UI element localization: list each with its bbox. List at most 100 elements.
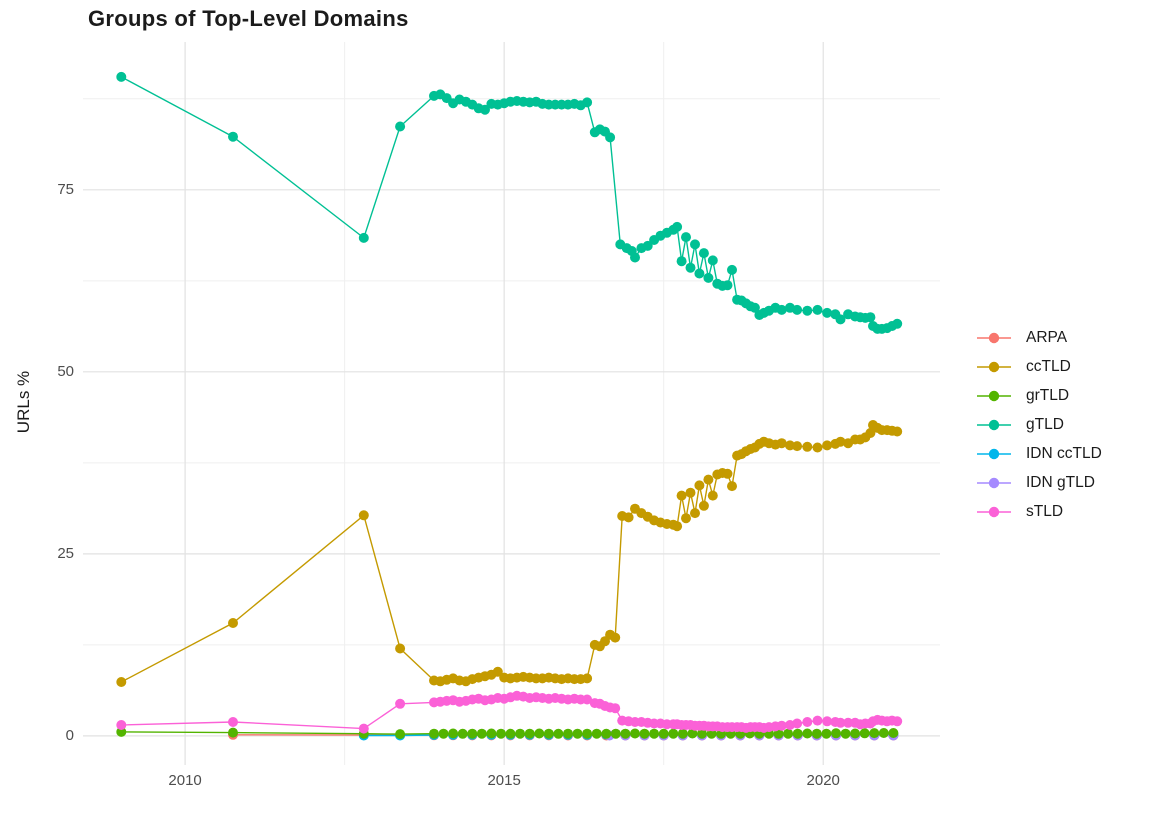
data-point-grtld [486, 728, 497, 739]
data-point-grtld [116, 726, 127, 737]
data-point-stld [812, 715, 823, 726]
data-point-gtld [676, 256, 687, 267]
data-point-gtld [892, 318, 903, 329]
data-point-cctld [892, 426, 903, 437]
data-point-grtld [802, 728, 813, 739]
data-point-stld [116, 720, 127, 730]
data-point-cctld [395, 643, 406, 654]
data-point-stld [792, 718, 803, 729]
data-point-grtld [515, 728, 526, 739]
data-point-grtld [563, 728, 573, 739]
data-point-gtld [630, 252, 640, 263]
legend-item-gtld: gTLD [976, 410, 1102, 439]
data-point-gtld [749, 302, 760, 313]
legend-item-arpa: ARPA [976, 323, 1102, 352]
legend-key-icon [977, 390, 1011, 401]
data-point-gtld [802, 305, 813, 316]
data-point-cctld [681, 513, 691, 524]
data-point-stld [802, 717, 813, 727]
data-point-grtld [658, 728, 669, 739]
data-point-gtld [480, 104, 490, 115]
data-point-stld [822, 716, 833, 727]
data-point-grtld [610, 728, 621, 739]
data-point-cctld [707, 490, 718, 501]
legend-item-label: sTLD [1026, 502, 1064, 520]
data-point-grtld [429, 728, 439, 739]
data-point-grtld [792, 728, 803, 739]
y-axis-title: URLs % [14, 370, 33, 434]
data-point-grtld [534, 728, 545, 739]
data-point-gtld [865, 312, 876, 323]
data-point-grtld [783, 728, 794, 739]
legend-key-icon [977, 448, 1011, 459]
data-point-cctld [492, 666, 503, 677]
data-point-grtld [582, 728, 593, 739]
legend-key-icon [977, 477, 1011, 488]
legend-item-grtld: grTLD [976, 381, 1102, 410]
legend-item-label: grTLD [1026, 386, 1070, 404]
y-tick-label: 0 [65, 726, 74, 744]
chart-title: Groups of Top-Level Domains [88, 6, 409, 31]
data-point-gtld [228, 131, 238, 142]
legend-item-label: IDN gTLD [1026, 473, 1095, 491]
data-point-grtld [496, 728, 506, 739]
data-point-gtld [776, 304, 787, 315]
legend-item-stld: sTLD [976, 497, 1102, 526]
data-point-cctld [722, 468, 733, 479]
data-point-cctld [690, 508, 700, 519]
data-point-grtld [228, 727, 238, 738]
legend-item-idn-gtld: IDN gTLD [976, 468, 1102, 497]
data-point-cctld [835, 436, 846, 447]
data-point-cctld [698, 500, 709, 511]
data-point-cctld [672, 521, 683, 532]
data-point-stld [395, 698, 406, 709]
data-point-grtld [850, 728, 861, 739]
data-point-stld [358, 723, 369, 734]
legend-item-label: gTLD [1026, 415, 1064, 433]
data-point-gtld [698, 248, 709, 259]
data-point-cctld [358, 510, 369, 521]
data-point-stld [892, 716, 903, 727]
data-point-stld [582, 694, 593, 705]
data-point-cctld [582, 673, 593, 684]
data-point-grtld [687, 728, 698, 739]
legend-key-icon [977, 361, 1011, 372]
data-point-grtld [630, 728, 640, 739]
data-point-grtld [668, 728, 679, 739]
data-point-gtld [116, 71, 127, 82]
data-point-grtld [878, 728, 889, 738]
data-point-gtld [690, 239, 700, 250]
data-point-grtld [476, 728, 487, 739]
legend-item-idn-cctld: IDN ccTLD [976, 439, 1102, 468]
legend-key-icon [977, 332, 1011, 343]
data-point-grtld [601, 728, 612, 739]
y-tick-label: 25 [57, 544, 74, 562]
data-point-grtld [505, 728, 516, 739]
y-tick-label: 75 [57, 180, 74, 198]
data-point-grtld [869, 728, 880, 739]
data-point-grtld [831, 728, 841, 739]
data-point-grtld [457, 728, 468, 739]
data-point-cctld [685, 487, 696, 498]
y-tick-label: 50 [57, 362, 74, 380]
data-point-gtld [605, 132, 616, 143]
data-point-grtld [395, 729, 406, 740]
data-point-gtld [582, 97, 593, 108]
legend-key-icon [977, 419, 1011, 430]
data-point-grtld [448, 728, 459, 739]
data-point-grtld [467, 728, 478, 739]
data-point-cctld [812, 442, 823, 453]
data-point-gtld [703, 272, 714, 283]
data-point-cctld [865, 428, 876, 438]
data-point-grtld [620, 728, 631, 739]
data-point-gtld [727, 264, 737, 275]
data-point-grtld [888, 728, 899, 738]
data-point-cctld [802, 441, 813, 452]
data-point-stld [228, 717, 238, 727]
data-point-stld [610, 703, 621, 714]
data-point-cctld [623, 512, 634, 523]
data-point-grtld [697, 728, 707, 739]
data-point-grtld [572, 728, 583, 739]
